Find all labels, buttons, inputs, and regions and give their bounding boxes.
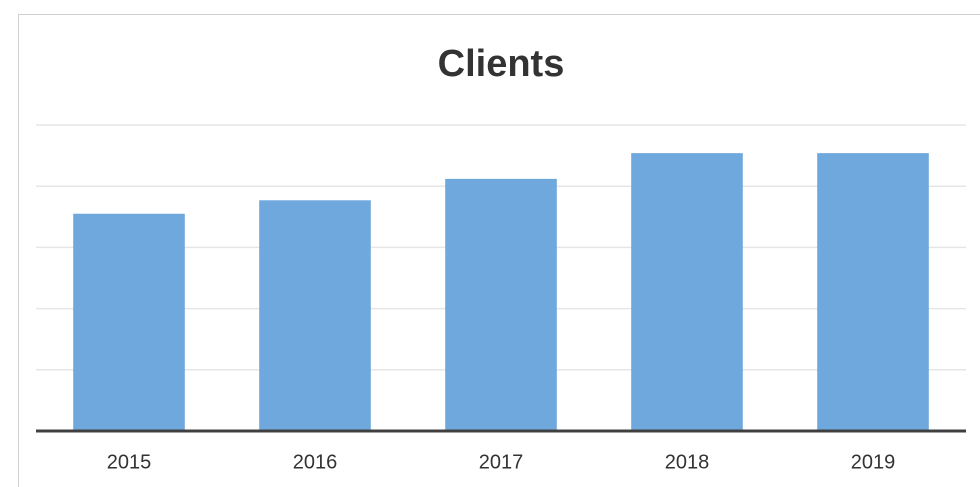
x-tick-label: 2017 bbox=[479, 451, 524, 473]
bar bbox=[445, 178, 557, 431]
bar bbox=[73, 213, 185, 431]
bar bbox=[817, 153, 929, 432]
x-tick-label: 2016 bbox=[293, 451, 338, 473]
x-tick-label: 2015 bbox=[107, 451, 152, 473]
bar bbox=[631, 153, 743, 432]
x-tick-label: 2018 bbox=[665, 451, 710, 473]
bar bbox=[259, 200, 371, 431]
chart-title: Clients bbox=[438, 43, 565, 85]
x-tick-label: 2019 bbox=[851, 451, 896, 473]
